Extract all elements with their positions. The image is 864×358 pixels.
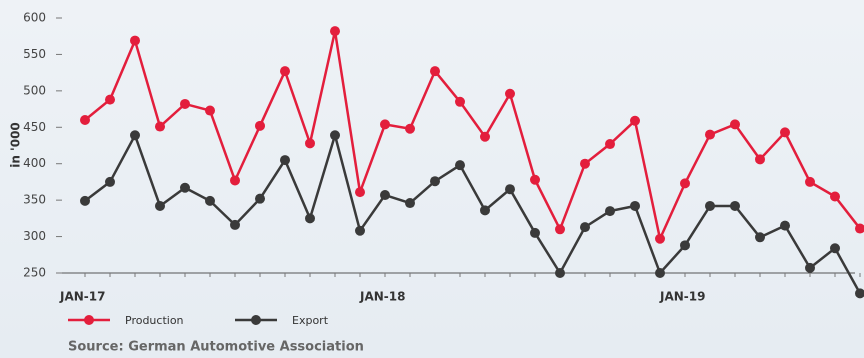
point bbox=[180, 98, 190, 109]
point bbox=[605, 139, 615, 150]
point bbox=[505, 88, 515, 99]
point bbox=[755, 232, 765, 243]
point bbox=[730, 200, 740, 211]
point bbox=[205, 105, 215, 116]
point bbox=[130, 35, 140, 46]
point bbox=[180, 182, 190, 193]
point bbox=[105, 176, 115, 187]
point bbox=[580, 158, 590, 169]
point bbox=[655, 268, 665, 278]
point bbox=[580, 222, 590, 233]
point bbox=[680, 240, 690, 251]
point bbox=[380, 119, 390, 130]
y-tick-label: 450 bbox=[23, 120, 46, 134]
x-tick-label: JAN-19 bbox=[659, 290, 705, 304]
point bbox=[155, 121, 165, 132]
y-axis-label: in '000 bbox=[9, 122, 23, 168]
point bbox=[255, 193, 265, 204]
y-tick-label: 350 bbox=[23, 193, 46, 207]
point bbox=[80, 115, 90, 125]
point bbox=[830, 191, 840, 202]
point bbox=[255, 120, 265, 131]
point bbox=[405, 198, 415, 209]
point bbox=[230, 175, 240, 186]
y-tick-label: 550 bbox=[23, 47, 46, 61]
y-tick-label: 300 bbox=[23, 229, 46, 243]
point bbox=[380, 190, 390, 201]
point bbox=[80, 195, 90, 206]
point bbox=[155, 200, 165, 211]
point bbox=[655, 233, 665, 244]
point bbox=[455, 160, 465, 171]
point bbox=[455, 96, 465, 107]
point bbox=[830, 243, 840, 254]
point bbox=[405, 123, 415, 134]
point bbox=[480, 205, 490, 216]
point bbox=[305, 138, 315, 149]
point bbox=[130, 130, 140, 141]
point bbox=[555, 224, 565, 235]
point bbox=[430, 176, 440, 187]
point bbox=[280, 155, 290, 166]
legend-label: Export bbox=[292, 314, 329, 327]
point bbox=[280, 66, 290, 77]
point bbox=[780, 220, 790, 231]
point bbox=[305, 213, 315, 224]
point bbox=[780, 127, 790, 138]
point bbox=[705, 129, 715, 140]
point bbox=[730, 119, 740, 130]
series-line bbox=[84, 30, 861, 243]
series-line bbox=[84, 130, 862, 295]
legend-marker bbox=[84, 315, 94, 325]
point bbox=[805, 262, 815, 273]
point bbox=[330, 26, 340, 37]
point bbox=[605, 206, 615, 217]
source: Source: German Automotive Association bbox=[68, 340, 364, 355]
point bbox=[105, 94, 115, 105]
legend-marker bbox=[251, 315, 261, 325]
point bbox=[230, 219, 240, 230]
x-tick-label: JAN-18 bbox=[359, 290, 405, 304]
point bbox=[755, 154, 765, 165]
point bbox=[555, 268, 565, 278]
point bbox=[480, 131, 490, 142]
point bbox=[355, 187, 365, 198]
point bbox=[630, 115, 640, 126]
point bbox=[805, 176, 815, 187]
point bbox=[705, 200, 715, 211]
point bbox=[330, 130, 340, 141]
point bbox=[530, 174, 540, 185]
y-tick-label: 250 bbox=[23, 266, 46, 280]
x-tick-label: JAN-17 bbox=[59, 290, 105, 304]
point bbox=[505, 184, 515, 195]
point bbox=[205, 195, 215, 206]
point bbox=[430, 66, 440, 77]
point bbox=[680, 178, 690, 189]
y-tick-label: 600 bbox=[23, 11, 46, 25]
y-tick-label: 500 bbox=[23, 83, 46, 97]
legend-label: Production bbox=[125, 314, 184, 327]
point bbox=[355, 225, 365, 236]
point bbox=[855, 288, 864, 299]
point bbox=[855, 223, 864, 234]
y-tick-label: 400 bbox=[23, 156, 46, 170]
point bbox=[630, 200, 640, 211]
point bbox=[530, 227, 540, 238]
